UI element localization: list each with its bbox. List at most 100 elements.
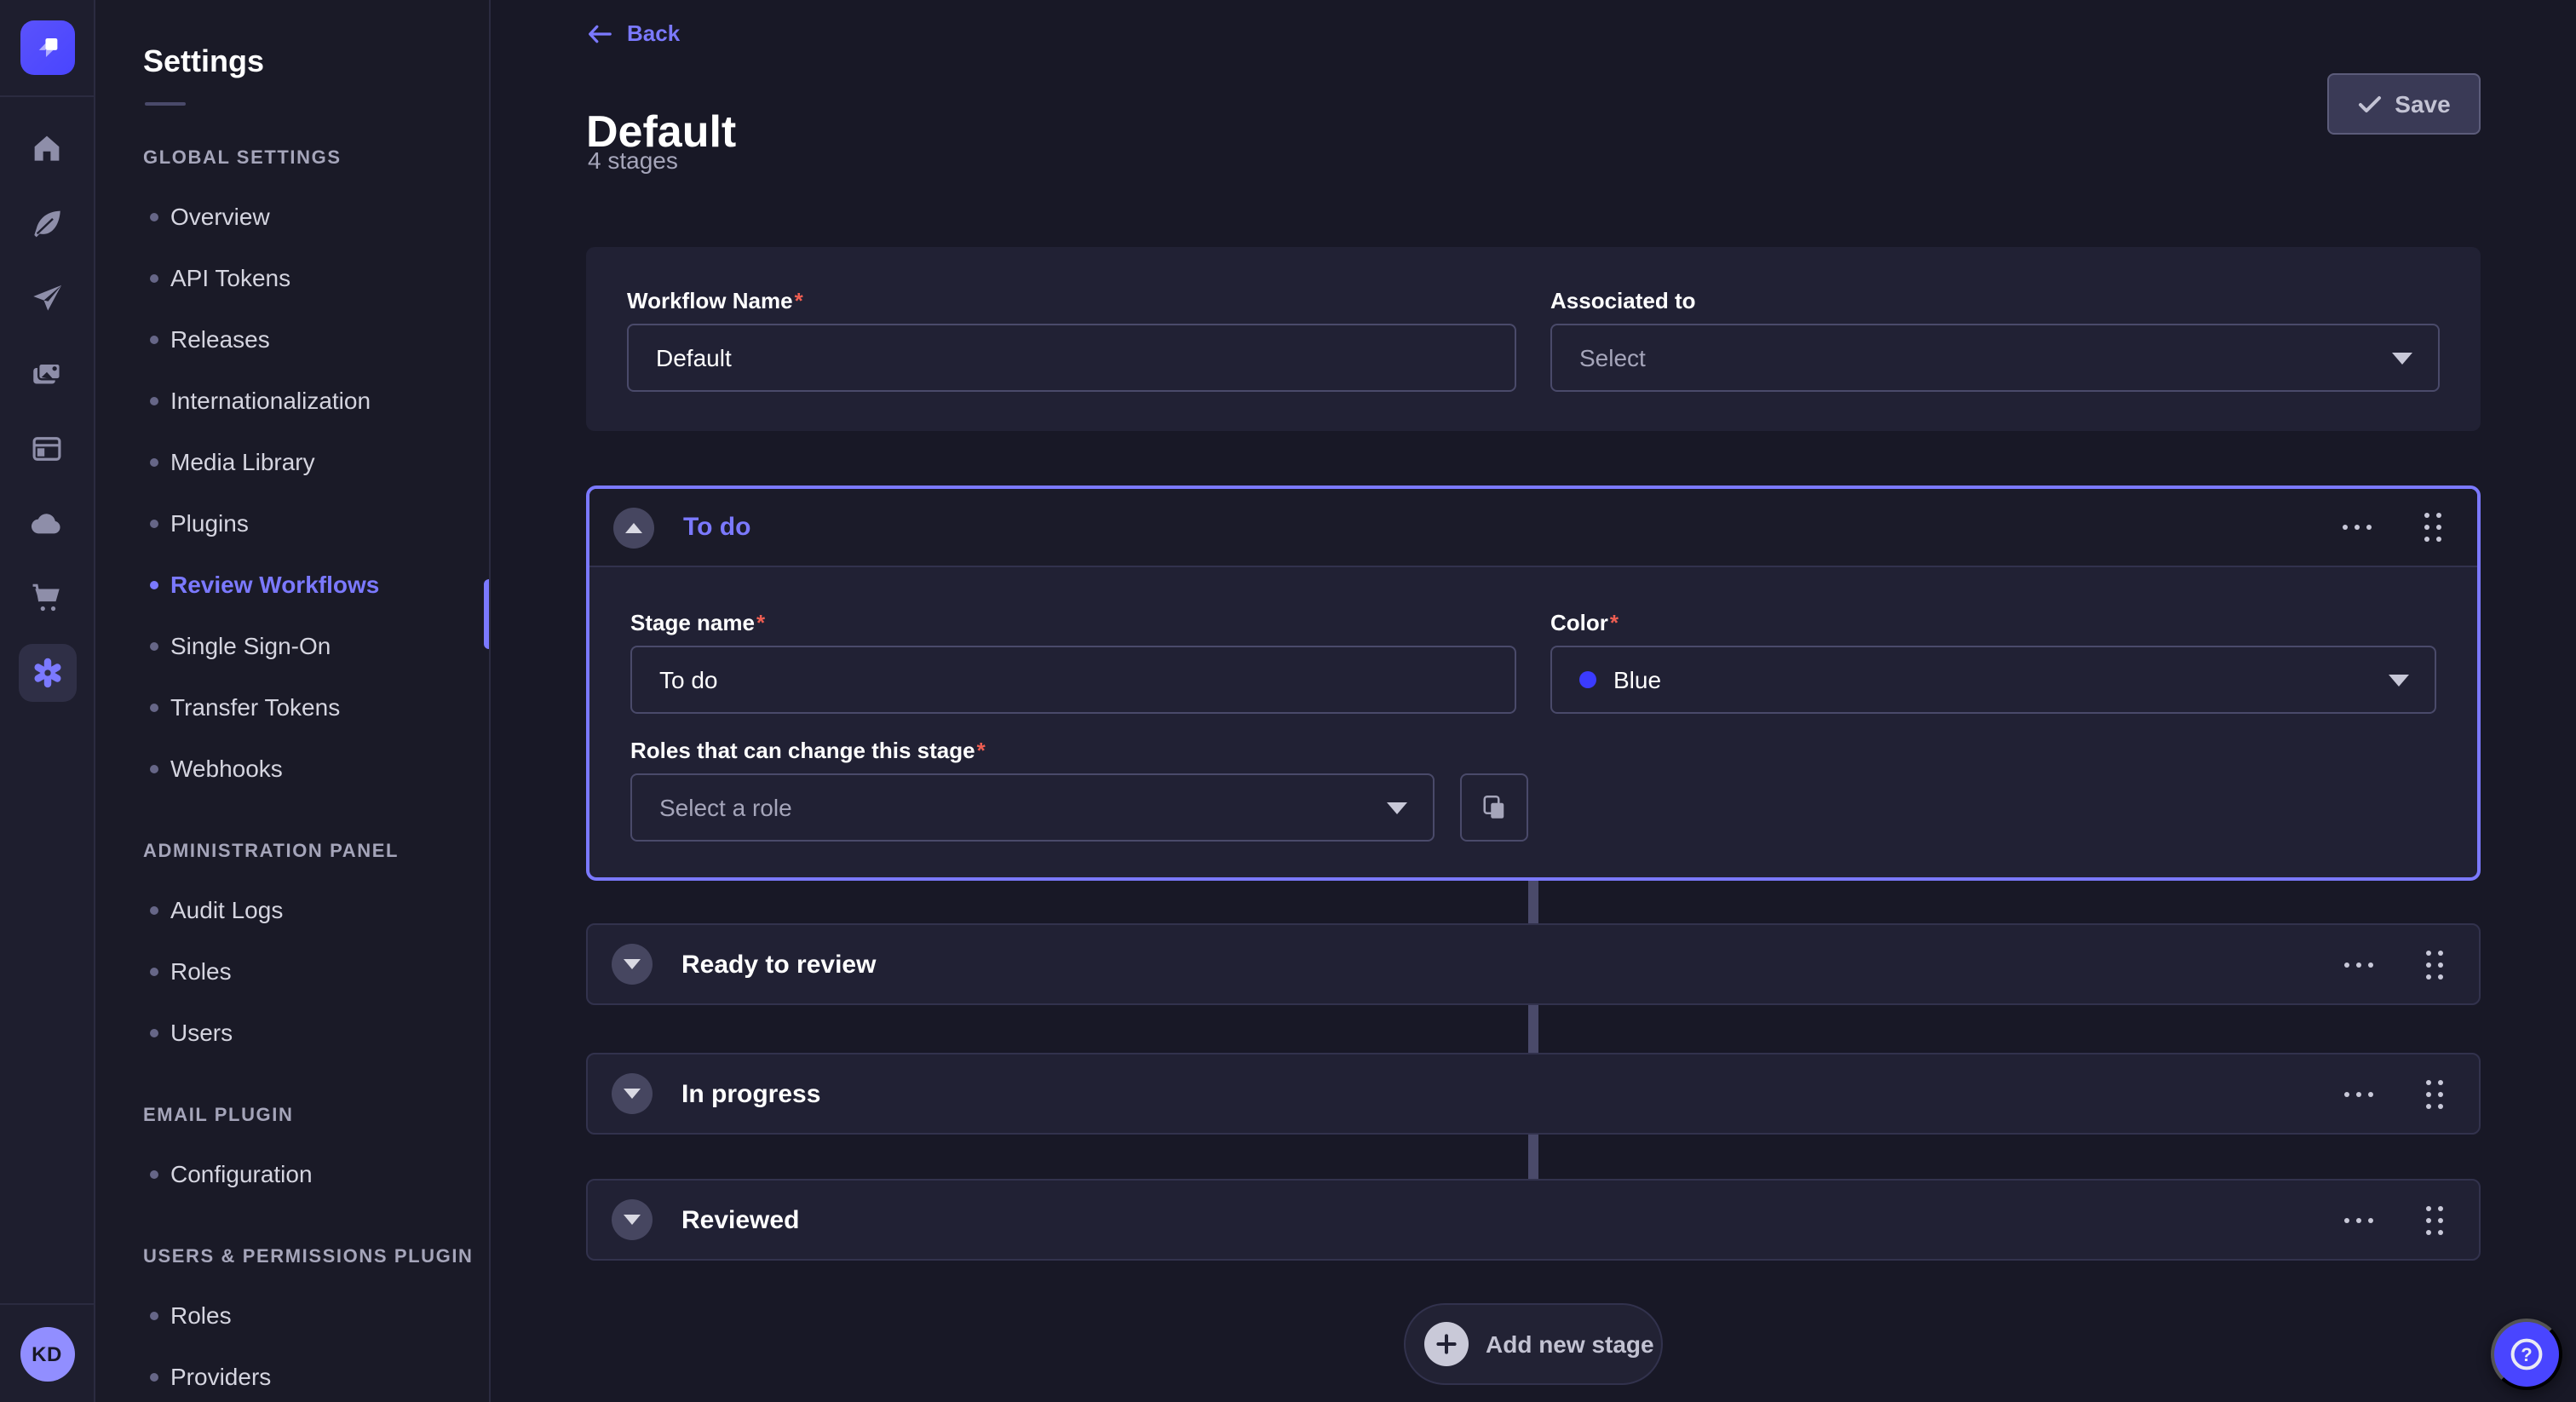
- sidebar-item-users[interactable]: Users: [95, 1002, 489, 1063]
- sidebar-item-api-tokens[interactable]: API Tokens: [95, 247, 489, 308]
- drag-handle-icon[interactable]: [2421, 1200, 2448, 1239]
- save-button[interactable]: Save: [2327, 73, 2481, 135]
- stage-actions: [2337, 1200, 2448, 1239]
- duplicate-icon: [1483, 795, 1504, 819]
- associated-to-field: Associated to Select: [1550, 288, 2440, 392]
- subnav-title: Settings: [143, 44, 265, 78]
- workflow-name-label: Workflow Name *: [627, 288, 803, 313]
- subnav-title-rule: [145, 102, 186, 106]
- section-header-users-permissions-plugin: USERS & PERMISSIONS PLUGIN: [143, 1247, 474, 1267]
- deploy-paper-plane-icon[interactable]: [26, 278, 67, 319]
- back-label: Back: [627, 20, 681, 46]
- nav-list-users-permissions: Roles Providers: [95, 1284, 489, 1402]
- stage-card-in-progress[interactable]: In progress: [586, 1053, 2481, 1135]
- stage-actions: [2337, 1074, 2448, 1113]
- drag-handle-icon[interactable]: [2419, 508, 2447, 547]
- sidebar-item-media-library[interactable]: Media Library: [95, 431, 489, 492]
- sidebar-item-single-sign-on[interactable]: Single Sign-On: [95, 615, 489, 676]
- sidebar-item-overview[interactable]: Overview: [95, 186, 489, 247]
- sidebar-item-up-providers[interactable]: Providers: [95, 1346, 489, 1402]
- sidebar-item-releases[interactable]: Releases: [95, 308, 489, 370]
- expand-stage-button[interactable]: [612, 944, 653, 985]
- more-options-icon[interactable]: [2337, 1210, 2380, 1229]
- add-new-stage-button[interactable]: Add new stage: [1404, 1303, 1663, 1385]
- stage-connector-line: [1528, 881, 1538, 923]
- stage-todo-header[interactable]: To do: [589, 489, 2477, 567]
- stage-title: Reviewed: [681, 1205, 800, 1234]
- duplicate-stage-button[interactable]: [1460, 773, 1528, 842]
- sidebar-item-audit-logs[interactable]: Audit Logs: [95, 879, 489, 940]
- chevron-down-icon: [2392, 353, 2412, 365]
- stage-roles-field: Roles that can change this stage * Select…: [630, 738, 2436, 842]
- rail-divider: [0, 95, 95, 97]
- chevron-down-icon: [624, 1089, 641, 1099]
- stage-roles-placeholder: Select a role: [659, 794, 792, 821]
- stage-name-field: Stage name *: [630, 610, 1516, 714]
- stage-roles-label: Roles that can change this stage *: [630, 738, 986, 763]
- content-type-builder-feather-icon[interactable]: [26, 203, 67, 244]
- associated-to-label: Associated to: [1550, 288, 1696, 313]
- chevron-down-icon: [624, 1215, 641, 1225]
- stage-actions: [2337, 945, 2448, 984]
- stage-roles-select[interactable]: Select a role: [630, 773, 1435, 842]
- required-marker: *: [976, 738, 986, 763]
- section-header-email-plugin: EMAIL PLUGIN: [143, 1106, 294, 1126]
- help-button[interactable]: ?: [2491, 1319, 2562, 1390]
- sidebar-item-internationalization[interactable]: Internationalization: [95, 370, 489, 431]
- media-library-icon[interactable]: [26, 353, 67, 394]
- stage-color-value: Blue: [1613, 666, 1662, 693]
- workflow-details-card: Workflow Name* Associated to Select: [586, 247, 2481, 431]
- more-options-icon[interactable]: [2337, 955, 2380, 974]
- main-content: Back Default 4 stages Save Workflow Name…: [491, 0, 2576, 1402]
- chevron-up-icon: [625, 522, 642, 532]
- more-options-icon[interactable]: [2336, 518, 2378, 537]
- chevron-down-icon: [624, 959, 641, 969]
- cloud-icon[interactable]: [26, 503, 67, 543]
- stage-color-field: Color * Blue: [1550, 610, 2436, 714]
- associated-to-select[interactable]: Select: [1550, 324, 2440, 392]
- color-swatch-blue: [1579, 671, 1596, 688]
- stage-card-ready-to-review[interactable]: Ready to review: [586, 923, 2481, 1005]
- sidebar-item-transfer-tokens[interactable]: Transfer Tokens: [95, 676, 489, 738]
- page-title: Default: [586, 106, 737, 158]
- page-subtitle: 4 stages: [588, 147, 678, 174]
- strapi-logo[interactable]: [20, 20, 75, 75]
- content-manager-layout-icon[interactable]: [26, 428, 67, 468]
- settings-subnav: Settings GLOBAL SETTINGS Overview API To…: [95, 0, 491, 1402]
- drag-handle-icon[interactable]: [2421, 1074, 2448, 1113]
- sidebar-item-up-roles[interactable]: Roles: [95, 1284, 489, 1346]
- home-icon[interactable]: [26, 128, 67, 169]
- stage-name-label: Stage name *: [630, 610, 766, 635]
- expand-stage-button[interactable]: [612, 1073, 653, 1114]
- settings-gear-icon[interactable]: [18, 644, 76, 702]
- back-link[interactable]: Back: [588, 20, 680, 46]
- marketplace-cart-icon[interactable]: [26, 577, 67, 618]
- required-marker: *: [756, 610, 766, 635]
- sidebar-item-admin-roles[interactable]: Roles: [95, 940, 489, 1002]
- nav-list-administration-panel: Audit Logs Roles Users: [95, 879, 489, 1063]
- active-item-scroll-indicator[interactable]: [484, 579, 489, 649]
- stage-color-select[interactable]: Blue: [1550, 646, 2436, 714]
- sidebar-item-webhooks[interactable]: Webhooks: [95, 738, 489, 799]
- user-avatar[interactable]: KD: [20, 1326, 74, 1381]
- stage-title: To do: [683, 513, 751, 542]
- collapse-stage-button[interactable]: [613, 507, 654, 548]
- sidebar-item-plugins[interactable]: Plugins: [95, 492, 489, 554]
- sidebar-item-email-configuration[interactable]: Configuration: [95, 1143, 489, 1204]
- stage-name-input[interactable]: [630, 646, 1516, 714]
- workflow-name-input[interactable]: [627, 324, 1516, 392]
- drag-handle-icon[interactable]: [2421, 945, 2448, 984]
- stage-card-reviewed[interactable]: Reviewed: [586, 1179, 2481, 1261]
- nav-list-global-settings: Overview API Tokens Releases Internation…: [95, 186, 489, 799]
- sidebar-item-review-workflows[interactable]: Review Workflows: [95, 554, 489, 615]
- circled-question-icon: ?: [2510, 1338, 2543, 1370]
- more-options-icon[interactable]: [2337, 1084, 2380, 1103]
- stage-connector-line: [1528, 1135, 1538, 1179]
- chevron-down-icon: [1387, 802, 1407, 814]
- add-new-stage-label: Add new stage: [1486, 1330, 1654, 1358]
- svg-text:?: ?: [2521, 1344, 2532, 1365]
- back-arrow-icon: [589, 24, 612, 43]
- section-header-administration-panel: ADMINISTRATION PANEL: [143, 842, 400, 862]
- expand-stage-button[interactable]: [612, 1199, 653, 1240]
